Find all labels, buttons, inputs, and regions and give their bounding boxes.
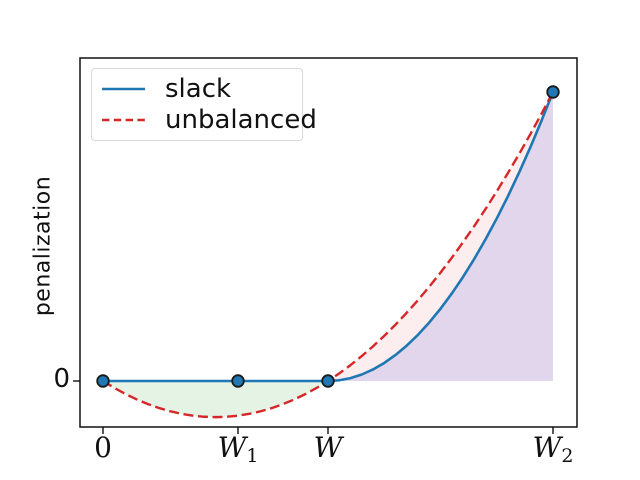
y-tick-label-0: 0 <box>53 364 70 394</box>
x-tick-subscript: 1 <box>246 445 259 467</box>
x-tick-subscript: 2 <box>561 445 574 467</box>
data-point-marker <box>96 374 110 388</box>
legend-unbalanced-line-sample <box>102 119 145 122</box>
markers-group <box>96 85 560 388</box>
data-point-marker <box>321 374 335 388</box>
x-tick-label-W2: W2 <box>533 433 574 471</box>
under-purple-region <box>328 92 553 381</box>
legend: slack unbalanced <box>91 68 317 141</box>
x-tick-label-W1: W1 <box>218 433 259 471</box>
data-point-marker <box>546 85 560 99</box>
legend-label-unbalanced: unbalanced <box>165 105 317 136</box>
legend-entry-slack: slack <box>101 73 294 105</box>
regions-group <box>103 92 553 418</box>
negative-green-region <box>103 381 328 418</box>
x-tick-label-W: W <box>314 433 343 463</box>
x-tick-base: W <box>217 431 247 464</box>
legend-slack-line-sample <box>102 87 145 91</box>
ticks-group <box>73 380 554 434</box>
data-point-marker <box>231 374 245 388</box>
x-tick-base: W <box>313 431 343 464</box>
legend-entry-unbalanced: unbalanced <box>101 105 317 137</box>
y-axis-label: penalization <box>30 175 56 317</box>
x-tick-label-0: 0 <box>94 433 112 463</box>
x-tick-base: 0 <box>94 431 112 464</box>
x-tick-base: W <box>532 431 562 464</box>
legend-label-slack: slack <box>165 73 232 104</box>
